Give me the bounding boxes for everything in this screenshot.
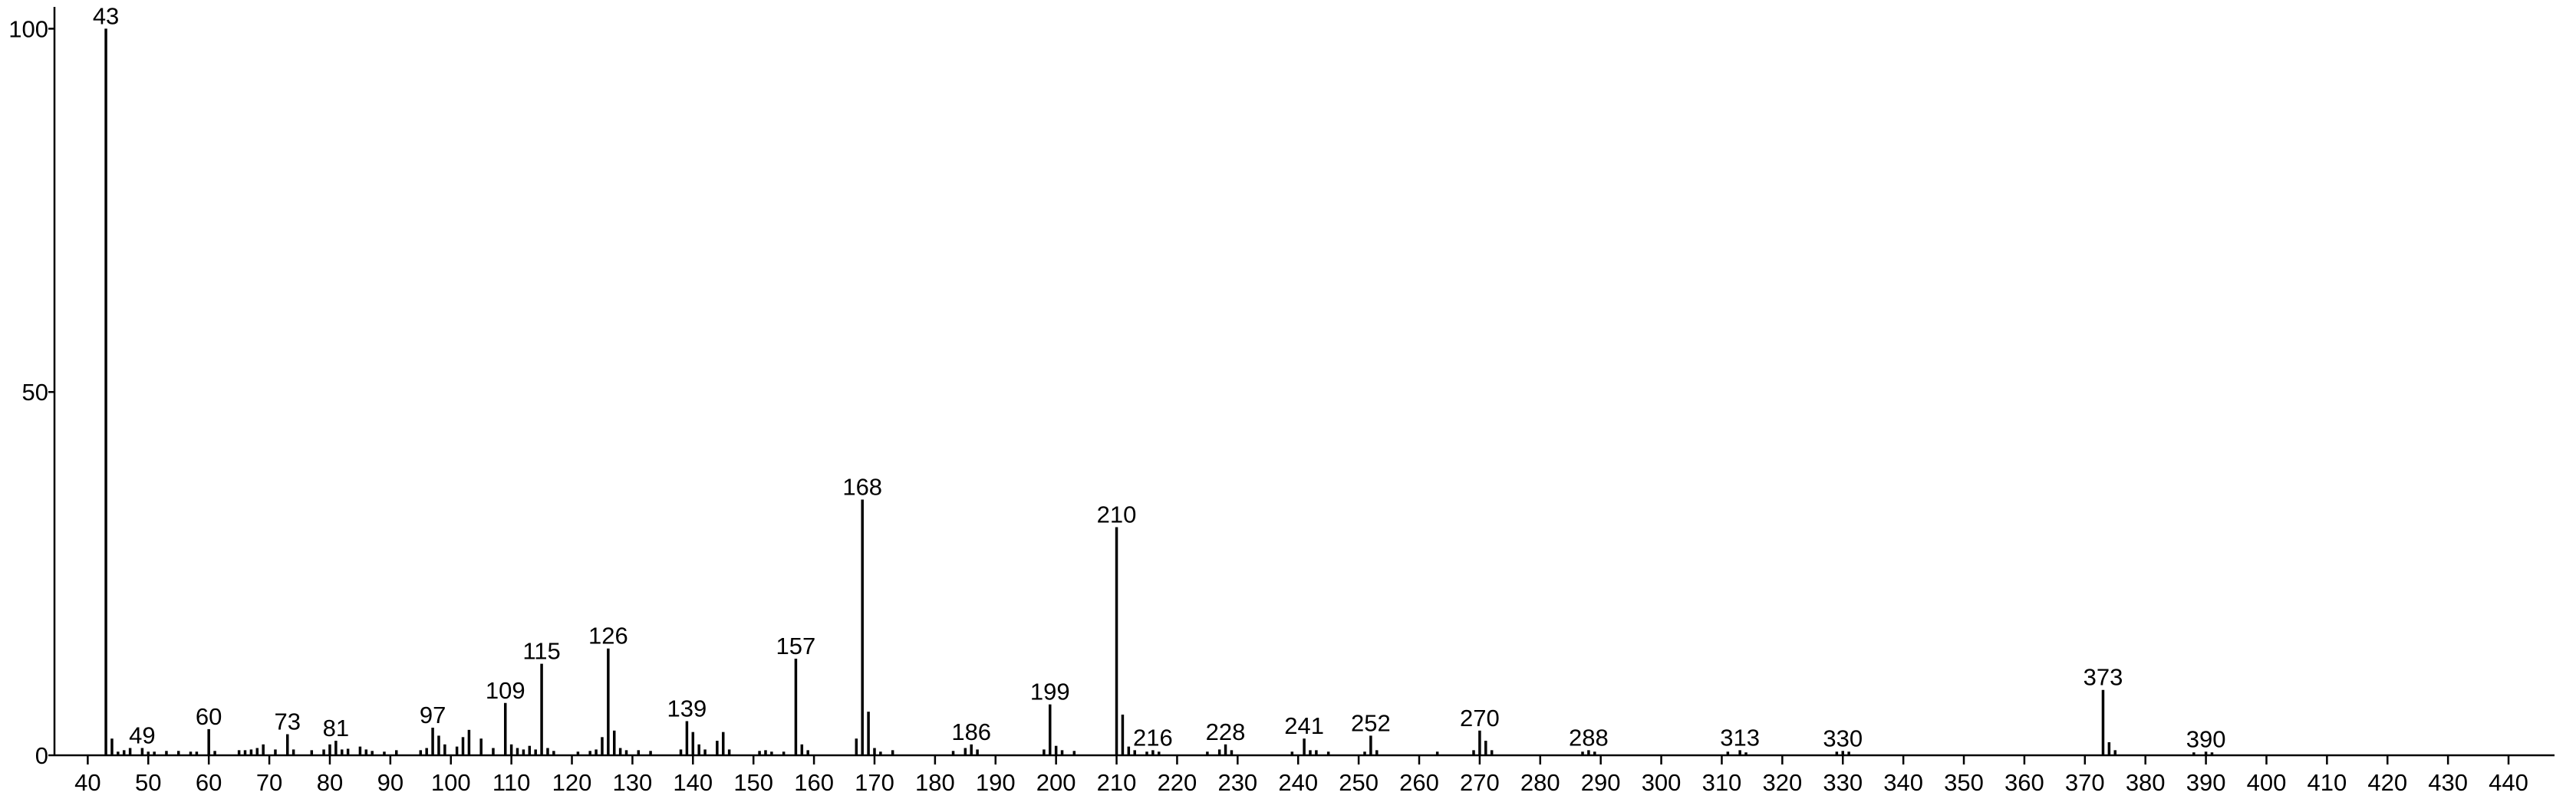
- x-tick-label: 140: [673, 769, 713, 796]
- x-tick-label: 330: [1823, 769, 1863, 796]
- peak-label: 81: [323, 715, 349, 741]
- peak-label: 241: [1284, 712, 1324, 739]
- x-tick-label: 340: [1883, 769, 1923, 796]
- x-tick-label: 290: [1581, 769, 1621, 796]
- x-tick-label: 70: [256, 769, 282, 796]
- peak-label: 210: [1097, 501, 1137, 528]
- x-tick-label: 440: [2489, 769, 2528, 796]
- x-tick-label: 310: [1702, 769, 1742, 796]
- x-tick-label: 60: [196, 769, 222, 796]
- x-tick-label: 240: [1278, 769, 1318, 796]
- peak-label: 60: [196, 703, 222, 730]
- x-tick-label: 190: [976, 769, 1016, 796]
- x-tick-label: 170: [855, 769, 894, 796]
- x-tick-label: 370: [2065, 769, 2105, 796]
- peak-label: 186: [951, 718, 991, 745]
- peak-label: 390: [2186, 725, 2226, 752]
- x-tick-label: 40: [74, 769, 100, 796]
- x-tick-label: 180: [915, 769, 955, 796]
- peak-label: 49: [129, 722, 155, 749]
- peak-label: 330: [1823, 725, 1863, 751]
- x-tick-label: 220: [1158, 769, 1197, 796]
- x-tick-label: 50: [135, 769, 161, 796]
- peak-label: 168: [842, 473, 882, 500]
- peak-label: 109: [486, 677, 525, 704]
- peak-label: 97: [420, 702, 446, 728]
- peak-label: 228: [1206, 718, 1246, 745]
- x-tick-label: 130: [613, 769, 653, 796]
- y-tick-label: 50: [22, 379, 48, 406]
- peak-label: 73: [274, 709, 300, 735]
- peak-label: 157: [776, 633, 816, 659]
- x-tick-label: 350: [1944, 769, 1984, 796]
- peak-label: 288: [1569, 724, 1609, 751]
- x-tick-label: 270: [1460, 769, 1500, 796]
- x-tick-label: 360: [2004, 769, 2044, 796]
- peak-label: 43: [93, 2, 119, 29]
- peak-label: 252: [1351, 709, 1391, 736]
- x-tick-label: 420: [2367, 769, 2407, 796]
- peak-label: 313: [1720, 724, 1760, 751]
- x-tick-label: 300: [1642, 769, 1682, 796]
- peak-label: 199: [1030, 679, 1070, 705]
- peak-label: 115: [522, 638, 560, 665]
- x-tick-label: 280: [1520, 769, 1560, 796]
- x-tick-label: 320: [1762, 769, 1802, 796]
- x-tick-label: 430: [2428, 769, 2468, 796]
- x-tick-label: 390: [2186, 769, 2226, 796]
- x-tick-label: 410: [2308, 769, 2347, 796]
- x-tick-label: 250: [1339, 769, 1379, 796]
- peak-label: 126: [588, 623, 628, 649]
- x-tick-label: 210: [1097, 769, 1137, 796]
- x-tick-label: 100: [431, 769, 471, 796]
- x-tick-label: 380: [2126, 769, 2166, 796]
- peak-label: 139: [667, 695, 707, 722]
- peak-label: 373: [2084, 664, 2123, 691]
- y-tick-label: 0: [35, 742, 48, 769]
- x-tick-label: 400: [2247, 769, 2287, 796]
- x-tick-label: 80: [317, 769, 343, 796]
- x-tick-label: 160: [794, 769, 834, 796]
- x-tick-label: 260: [1399, 769, 1439, 796]
- peak-label: 216: [1133, 724, 1173, 751]
- x-tick-label: 90: [377, 769, 404, 796]
- y-tick-label: 100: [8, 15, 48, 42]
- x-tick-label: 150: [733, 769, 773, 796]
- x-tick-label: 230: [1217, 769, 1257, 796]
- x-tick-label: 200: [1036, 769, 1076, 796]
- x-tick-label: 110: [492, 769, 530, 796]
- peak-label: 270: [1460, 705, 1500, 732]
- x-tick-label: 120: [552, 769, 592, 796]
